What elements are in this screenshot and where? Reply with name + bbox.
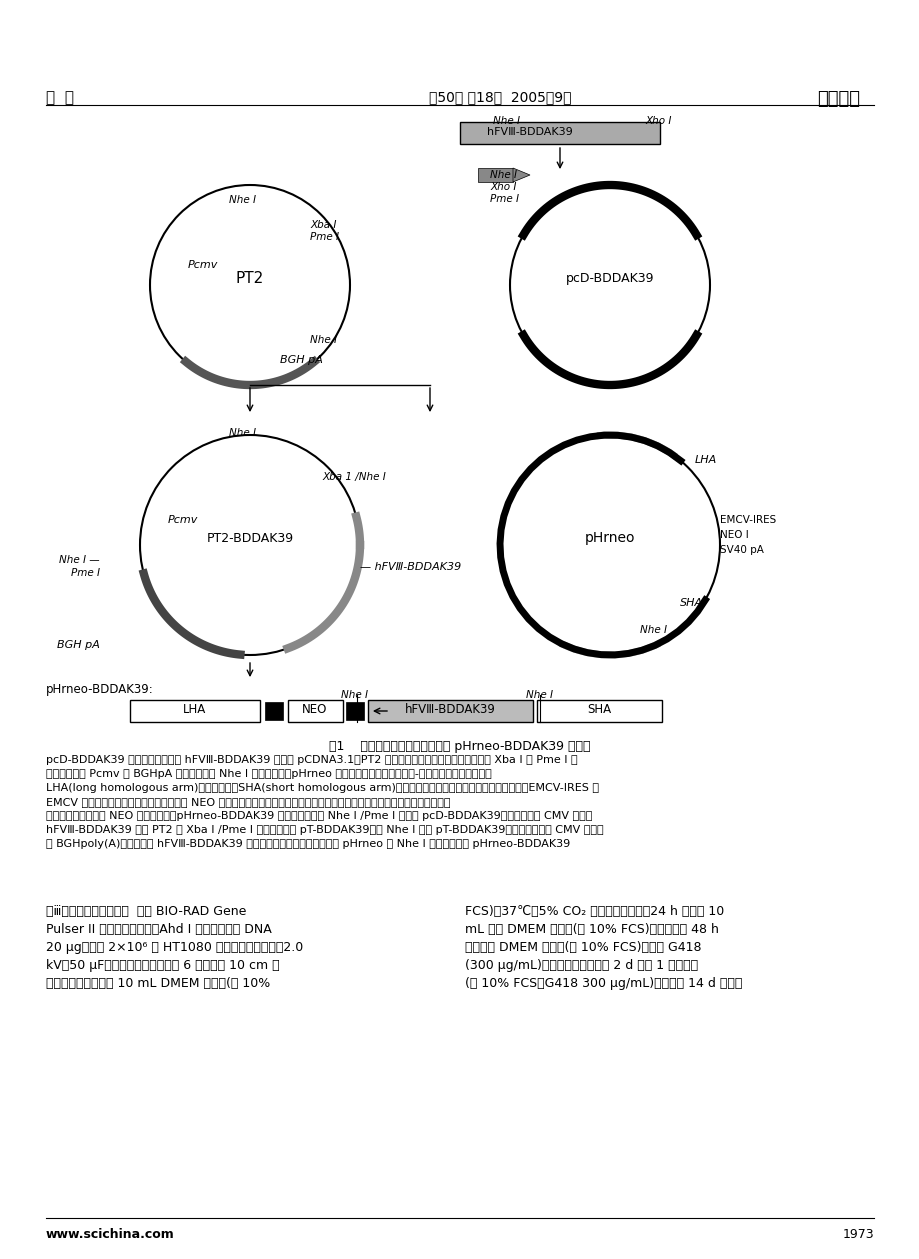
Text: Nhe I: Nhe I xyxy=(526,690,553,700)
Text: www.scichina.com: www.scichina.com xyxy=(46,1228,175,1241)
Text: 图1    核糖体基因区靶向表达载体 pHrneo-BDDAK39 的构建: 图1 核糖体基因区靶向表达载体 pHrneo-BDDAK39 的构建 xyxy=(329,740,590,753)
Text: pcD-BDDAK39 为本室构建，已将 hFVⅢ-BDDAK39 装入了 pCDNA3.1；PT2 为本室已构建的过渡载体，其上带有 Xba I 和 Pme : pcD-BDDAK39 为本室构建，已将 hFVⅢ-BDDAK39 装入了 pC… xyxy=(46,755,577,765)
Text: Xba I: Xba I xyxy=(310,220,336,230)
Text: 第50卷 第18期  2005年9月: 第50卷 第18期 2005年9月 xyxy=(428,89,571,104)
Text: FCS)，37℃，5% CO₂ 条件下开放培养．24 h 后更换 10: FCS)，37℃，5% CO₂ 条件下开放培养．24 h 后更换 10 xyxy=(464,905,723,918)
Bar xyxy=(130,700,260,721)
Text: hFVⅢ-BDDAK39: hFVⅢ-BDDAK39 xyxy=(486,127,573,137)
Text: LHA: LHA xyxy=(183,703,207,716)
Text: (300 μg/mL)进行筛选．以后每隔 2 d 更换 1 次培养基: (300 μg/mL)进行筛选．以后每隔 2 d 更换 1 次培养基 xyxy=(464,959,698,972)
Text: Pulser II 电转仪进行电转，Ahd I 线性化的质粒 DNA: Pulser II 电转仪进行电转，Ahd I 线性化的质粒 DNA xyxy=(46,923,271,935)
Text: Xba 1 /Nhe I: Xba 1 /Nhe I xyxy=(322,472,385,482)
Text: 培养皿中，每皿中加 10 mL DMEM 培养基(含 10%: 培养皿中，每皿中加 10 mL DMEM 培养基(含 10% xyxy=(46,977,270,990)
Text: Nhe I: Nhe I xyxy=(310,335,336,345)
Text: 20 μg，转染 2×10⁶ 的 HT1080 细胞．电转条件为：2.0: 20 μg，转染 2×10⁶ 的 HT1080 细胞．电转条件为：2.0 xyxy=(46,940,303,954)
Text: （ⅲ）细胞转染及筛选．  采用 BIO-RAD Gene: （ⅲ）细胞转染及筛选． 采用 BIO-RAD Gene xyxy=(46,905,246,918)
Text: Nhe I: Nhe I xyxy=(229,428,256,438)
Text: 本身的启动子来启动 NEO 基因的表达．pHrneo-BDDAK39 的构建过程：用 Nhe I /Pme I 双酶切 pcD-BDDAK39，将切下的带 CM: 本身的启动子来启动 NEO 基因的表达．pHrneo-BDDAK39 的构建过程… xyxy=(46,811,592,821)
Text: pcD-BDDAK39: pcD-BDDAK39 xyxy=(565,272,653,285)
Text: SHA: SHA xyxy=(679,598,702,608)
Text: BGH pA: BGH pA xyxy=(57,640,100,650)
Text: Nhe I —: Nhe I — xyxy=(60,555,100,565)
Text: hFVⅢ-BDDAK39: hFVⅢ-BDDAK39 xyxy=(404,703,495,716)
Text: 和 BGHpoly(A)加尾信号的 hFVⅢ-BDDAK39 表达框装入核糖体基因打靶载体 pHrneo 的 Nhe I 位点，构建成 pHrneo-BDDAK: 和 BGHpoly(A)加尾信号的 hFVⅢ-BDDAK39 表达框装入核糖体基… xyxy=(46,838,570,849)
Text: EMCV-IRES: EMCV-IRES xyxy=(720,515,776,525)
FancyBboxPatch shape xyxy=(478,167,513,183)
FancyBboxPatch shape xyxy=(460,122,659,144)
Text: Pme I: Pme I xyxy=(490,194,518,204)
Bar xyxy=(368,700,532,721)
Bar xyxy=(537,700,662,721)
Text: LHA: LHA xyxy=(694,454,717,465)
Text: hFVⅢ-BDDAK39 装入 PT2 的 Xba I /Pme I 位置，构建成 pT-BDDAK39；用 Nhe I 酶切 pT-BDDAK39，将切下的带: hFVⅢ-BDDAK39 装入 PT2 的 Xba I /Pme I 位置，构建… xyxy=(46,825,603,835)
Text: Nhe I: Nhe I xyxy=(640,624,666,635)
Bar xyxy=(265,703,283,720)
Polygon shape xyxy=(513,167,529,183)
Text: SV40 pA: SV40 pA xyxy=(720,545,763,555)
Text: 1973: 1973 xyxy=(842,1228,873,1241)
Bar xyxy=(288,700,343,721)
Text: Nhe I: Nhe I xyxy=(490,170,516,180)
Text: pHrneo: pHrneo xyxy=(584,531,634,545)
Text: (含 10% FCS，G418 300 μg/mL)，筛选后 14 d 左右出: (含 10% FCS，G418 300 μg/mL)，筛选后 14 d 左右出 xyxy=(464,977,742,990)
Text: — hFVⅢ-BDDAK39: — hFVⅢ-BDDAK39 xyxy=(359,562,460,572)
Text: PT2-BDDAK39: PT2-BDDAK39 xyxy=(206,531,293,544)
Text: Pcmv: Pcmv xyxy=(187,261,218,269)
Bar xyxy=(346,703,364,720)
Text: Pme I: Pme I xyxy=(71,568,100,578)
Text: 酶切位点，在 Pcmv 和 BGHpA 的两端均带有 Nhe I 的酶切位点．pHrneo 为本室构建的人源基因载体-核糖体基因区打靶载体；: 酶切位点，在 Pcmv 和 BGHpA 的两端均带有 Nhe I 的酶切位点．p… xyxy=(46,769,492,779)
Text: kV，50 μF．然后将其平均接种至 6 个直径为 10 cm 的: kV，50 μF．然后将其平均接种至 6 个直径为 10 cm 的 xyxy=(46,959,279,972)
Text: NEO I: NEO I xyxy=(720,530,748,540)
Text: Nhe I: Nhe I xyxy=(341,690,369,700)
Text: LHA(long homologous arm)为长同源臂，SHA(short homologous arm)为短同源臂，与人核糖体基因部分区域同源；EMCV-: LHA(long homologous arm)为长同源臂，SHA(short … xyxy=(46,783,598,793)
Text: Nhe I: Nhe I xyxy=(229,195,256,205)
Text: EMCV 病毒的核糖体内部进入位点；其上的 NEO 基因没有带启动子，该载体采用启动子捕获的筛选策略，利用原位的核糖体基因: EMCV 病毒的核糖体内部进入位点；其上的 NEO 基因没有带启动子，该载体采用… xyxy=(46,797,450,807)
Text: PT2: PT2 xyxy=(235,271,264,286)
Text: BGH pA: BGH pA xyxy=(279,355,323,365)
Text: 科学通报: 科学通报 xyxy=(816,89,859,108)
Text: Nhe I: Nhe I xyxy=(493,116,519,126)
Text: mL 新的 DMEM 培养基(含 10% FCS)，继续培养 48 h: mL 新的 DMEM 培养基(含 10% FCS)，继续培养 48 h xyxy=(464,923,718,935)
Text: pHrneo-BDDAK39:: pHrneo-BDDAK39: xyxy=(46,682,153,696)
Text: Pcmv: Pcmv xyxy=(168,515,199,525)
Text: 后，更换 DMEM 培养基(含 10% FCS)，并加 G418: 后，更换 DMEM 培养基(含 10% FCS)，并加 G418 xyxy=(464,940,701,954)
Text: Xho I: Xho I xyxy=(490,183,516,193)
Text: Xho I: Xho I xyxy=(644,116,671,126)
Text: 论  文: 论 文 xyxy=(46,89,74,104)
Text: NEO: NEO xyxy=(302,703,327,716)
Text: Pme I: Pme I xyxy=(310,232,338,242)
Text: SHA: SHA xyxy=(587,703,611,716)
